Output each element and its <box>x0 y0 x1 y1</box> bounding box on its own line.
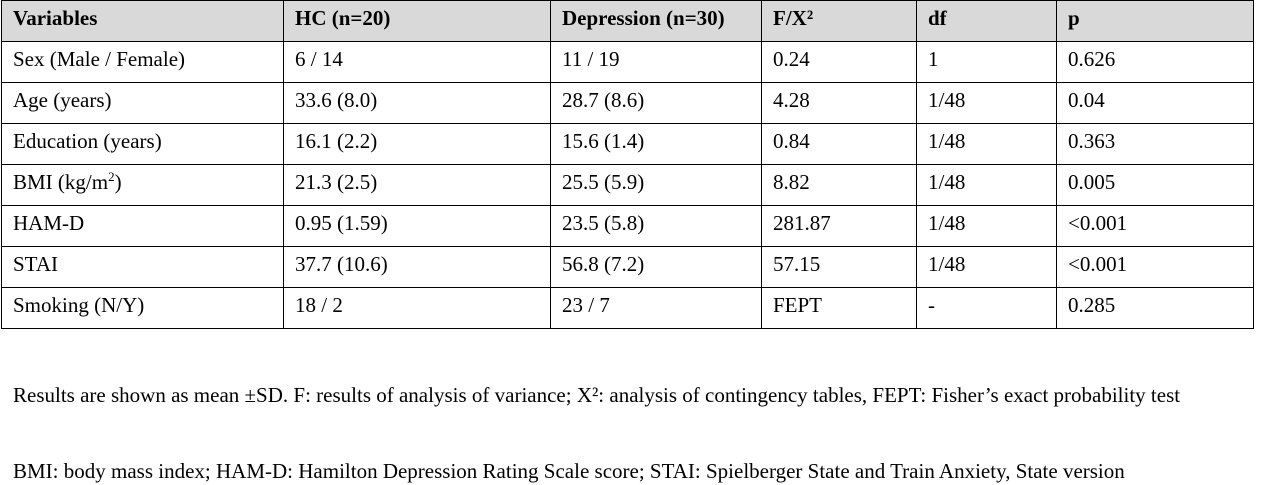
cell-p: 0.285 <box>1056 287 1254 329</box>
table-row: Smoking (N/Y) 18 / 2 23 / 7 FEPT - 0.285 <box>1 287 1254 329</box>
cell-depression: 56.8 (7.2) <box>550 246 762 288</box>
cell-hc: 16.1 (2.2) <box>283 123 551 165</box>
cell-df: 1/48 <box>916 246 1057 288</box>
table-header-row: Variables HC (n=20) Depression (n=30) F/… <box>1 0 1254 42</box>
cell-hc: 18 / 2 <box>283 287 551 329</box>
cell-f: 281.87 <box>761 205 917 247</box>
header-df: df <box>916 0 1057 42</box>
cell-p: <0.001 <box>1056 246 1254 288</box>
cell-hc: 21.3 (2.5) <box>283 164 551 206</box>
cell-df: 1/48 <box>916 164 1057 206</box>
table-footnote-results: Results are shown as mean ±SD. F: result… <box>13 383 1181 407</box>
variable-label: BMI (kg/m <box>13 170 109 194</box>
cell-depression: 28.7 (8.6) <box>550 82 762 124</box>
cell-df: 1/48 <box>916 123 1057 165</box>
cell-p: 0.626 <box>1056 41 1254 83</box>
cell-f: 0.24 <box>761 41 917 83</box>
table-row: HAM-D 0.95 (1.59) 23.5 (5.8) 281.87 1/48… <box>1 205 1254 247</box>
cell-p: 0.005 <box>1056 164 1254 206</box>
cell-depression: 23 / 7 <box>550 287 762 329</box>
cell-df: 1/48 <box>916 82 1057 124</box>
cell-hc: 37.7 (10.6) <box>283 246 551 288</box>
cell-f: 0.84 <box>761 123 917 165</box>
table-row: STAI 37.7 (10.6) 56.8 (7.2) 57.15 1/48 <… <box>1 246 1254 288</box>
cell-variable: STAI <box>1 246 284 288</box>
variable-superscript: 2 <box>108 169 115 184</box>
cell-depression: 15.6 (1.4) <box>550 123 762 165</box>
cell-variable: Smoking (N/Y) <box>1 287 284 329</box>
header-f-chi2: F/X² <box>761 0 917 42</box>
header-hc: HC (n=20) <box>283 0 551 42</box>
header-depression: Depression (n=30) <box>550 0 762 42</box>
header-variables: Variables <box>1 0 284 42</box>
table-footnote-abbreviations: BMI: body mass index; HAM-D: Hamilton De… <box>13 459 1125 483</box>
cell-p: <0.001 <box>1056 205 1254 247</box>
cell-variable: Education (years) <box>1 123 284 165</box>
cell-df: - <box>916 287 1057 329</box>
variable-label: STAI <box>13 252 58 276</box>
cell-variable: HAM-D <box>1 205 284 247</box>
variable-label: Education (years) <box>13 129 162 153</box>
cell-variable: BMI (kg/m2) <box>1 164 284 206</box>
cell-hc: 6 / 14 <box>283 41 551 83</box>
cell-depression: 11 / 19 <box>550 41 762 83</box>
table-row: Education (years) 16.1 (2.2) 15.6 (1.4) … <box>1 123 1254 165</box>
cell-depression: 23.5 (5.8) <box>550 205 762 247</box>
cell-f: FEPT <box>761 287 917 329</box>
cell-f: 8.82 <box>761 164 917 206</box>
variable-label: Age (years) <box>13 88 112 112</box>
cell-p: 0.363 <box>1056 123 1254 165</box>
table-row: Age (years) 33.6 (8.0) 28.7 (8.6) 4.28 1… <box>1 82 1254 124</box>
cell-df: 1 <box>916 41 1057 83</box>
cell-df: 1/48 <box>916 205 1057 247</box>
header-p: p <box>1056 0 1254 42</box>
table-row: Sex (Male / Female) 6 / 14 11 / 19 0.24 … <box>1 41 1254 83</box>
variable-label-tail: ) <box>114 170 122 194</box>
cell-hc: 0.95 (1.59) <box>283 205 551 247</box>
table-row: BMI (kg/m2) 21.3 (2.5) 25.5 (5.9) 8.82 1… <box>1 164 1254 206</box>
cell-variable: Sex (Male / Female) <box>1 41 284 83</box>
variable-label: Smoking (N/Y) <box>13 293 145 317</box>
demographics-table: Variables HC (n=20) Depression (n=30) F/… <box>1 0 1254 329</box>
cell-hc: 33.6 (8.0) <box>283 82 551 124</box>
variable-label: Sex (Male / Female) <box>13 47 186 71</box>
cell-f: 57.15 <box>761 246 917 288</box>
variable-label: HAM-D <box>13 211 85 235</box>
cell-f: 4.28 <box>761 82 917 124</box>
cell-depression: 25.5 (5.9) <box>550 164 762 206</box>
cell-p: 0.04 <box>1056 82 1254 124</box>
cell-variable: Age (years) <box>1 82 284 124</box>
